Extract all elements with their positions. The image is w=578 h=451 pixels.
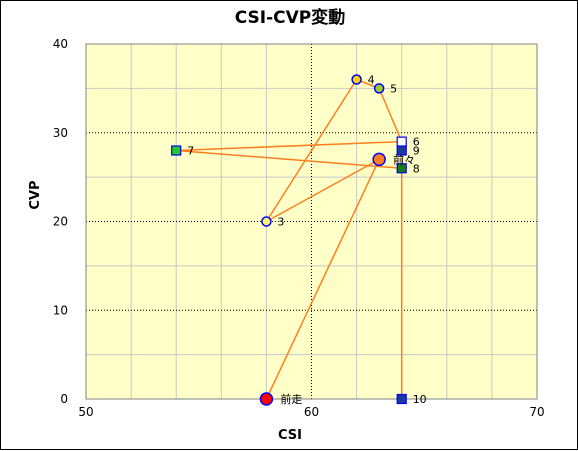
path-line: [176, 78, 403, 400]
data-point-5: [373, 83, 385, 94]
data-label-10: 10: [413, 393, 427, 406]
plot-area: 50 60 70 0 10 20 30 40 前走 前々 3 4 5 6 7 8 9 10: [53, 37, 545, 419]
data-label-5: 5: [390, 82, 397, 95]
x-axis-title: CSI: [278, 428, 302, 443]
data-label-前々: 前々: [393, 152, 415, 166]
y-tick-label: 0: [60, 392, 68, 406]
data-point-8: [396, 163, 407, 174]
x-tick-label: 60: [304, 405, 319, 419]
data-point-10: [396, 393, 407, 405]
y-tick-label: 40: [53, 37, 68, 51]
data-label-3: 3: [277, 216, 284, 229]
data-point-6: [396, 136, 407, 147]
data-label-9: 9: [413, 145, 420, 158]
y-tick-label: 30: [53, 126, 68, 140]
data-point-前々: [372, 152, 386, 167]
data-point-前走: [259, 392, 274, 406]
data-point-7: [171, 145, 182, 156]
data-point-4: [351, 74, 362, 85]
y-tick-label: 20: [53, 215, 68, 229]
data-point-9: [396, 145, 407, 156]
data-label-7: 7: [187, 145, 194, 158]
data-label-4: 4: [368, 74, 375, 87]
data-label-6: 6: [413, 136, 420, 149]
x-tick-label: 70: [529, 405, 544, 419]
plot-border: [85, 43, 538, 400]
x-tick-label: 50: [78, 405, 93, 419]
chart-title: CSI-CVP変動: [235, 7, 346, 28]
data-label-8: 8: [413, 162, 420, 175]
y-tick-label: 10: [53, 303, 68, 317]
y-axis-title: CVP: [28, 180, 43, 209]
data-label-前走: 前走: [280, 392, 302, 406]
data-point-3: [261, 216, 272, 227]
